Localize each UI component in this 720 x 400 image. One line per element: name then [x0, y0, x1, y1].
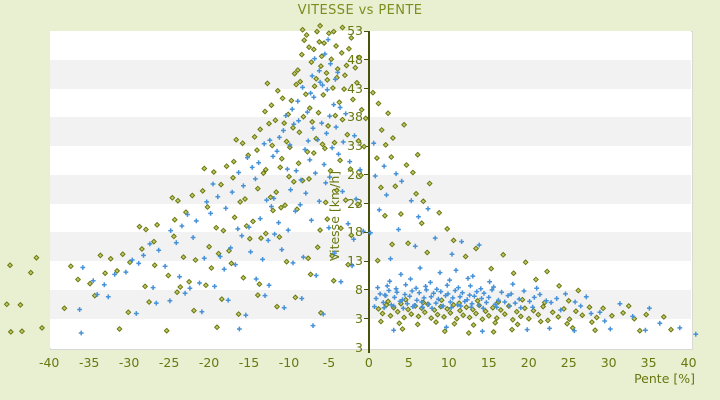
y-axis-tick-mark	[363, 30, 368, 32]
y-tick-label: 23	[347, 195, 363, 211]
x-tick-label: 15	[480, 355, 497, 370]
plot-band	[50, 232, 691, 262]
x-axis-title: Pente [%]	[634, 371, 695, 386]
y-tick-label: 38	[347, 109, 363, 125]
series-olive-diamond-series	[3, 22, 675, 337]
x-tick-label: -25	[158, 355, 180, 370]
y-axis-tick-mark	[363, 260, 368, 262]
plus-marker-path	[77, 37, 699, 337]
y-axis-tick-mark	[363, 59, 368, 61]
x-tick-label: 0	[364, 355, 373, 370]
y-tick-label: 13	[347, 253, 363, 269]
plot-band	[50, 88, 691, 118]
x-tick-label: 5	[404, 355, 413, 370]
y-axis-tick-mark	[363, 318, 368, 320]
plot-band	[50, 146, 691, 175]
x-tick-label: -40	[38, 355, 60, 370]
x-tick-label: -30	[118, 355, 140, 370]
y-tick-label: 43	[347, 80, 363, 96]
x-tick-label: -15	[238, 355, 260, 370]
y-axis-tick-mark	[363, 231, 368, 233]
plot-band	[50, 31, 691, 60]
y-axis-tick-mark	[363, 88, 368, 90]
x-tick-label: -5	[322, 355, 336, 370]
plot-band	[50, 318, 691, 348]
y-axis-tick-mark	[363, 203, 368, 205]
x-tick-label: -10	[278, 355, 300, 370]
y-axis-bottom-label: 3	[355, 340, 363, 355]
x-tick-label: 35	[640, 355, 657, 370]
y-axis-tick-mark	[363, 174, 368, 176]
x-tick-label: 10	[440, 355, 457, 370]
plot-band	[50, 174, 691, 204]
y-axis-tick-mark	[363, 289, 368, 291]
series-blue-plus-series	[77, 37, 699, 337]
x-tick-label: -20	[198, 355, 220, 370]
y-tick-label: 3	[355, 310, 363, 326]
y-tick-label: 8	[355, 281, 363, 297]
x-tick-label: 20	[520, 355, 537, 370]
plot-band	[50, 59, 691, 89]
y-axis-zero-line	[367, 31, 370, 353]
x-tick-label: 25	[560, 355, 577, 370]
plot-band	[50, 117, 691, 147]
chart-title: VITESSE vs PENTE	[297, 3, 423, 18]
diamond-marker-path	[3, 22, 675, 337]
x-tick-label: 40	[680, 355, 697, 370]
y-tick-label: 53	[347, 23, 363, 38]
x-tick-label: -35	[78, 355, 100, 370]
x-tick-label: 30	[600, 355, 617, 370]
